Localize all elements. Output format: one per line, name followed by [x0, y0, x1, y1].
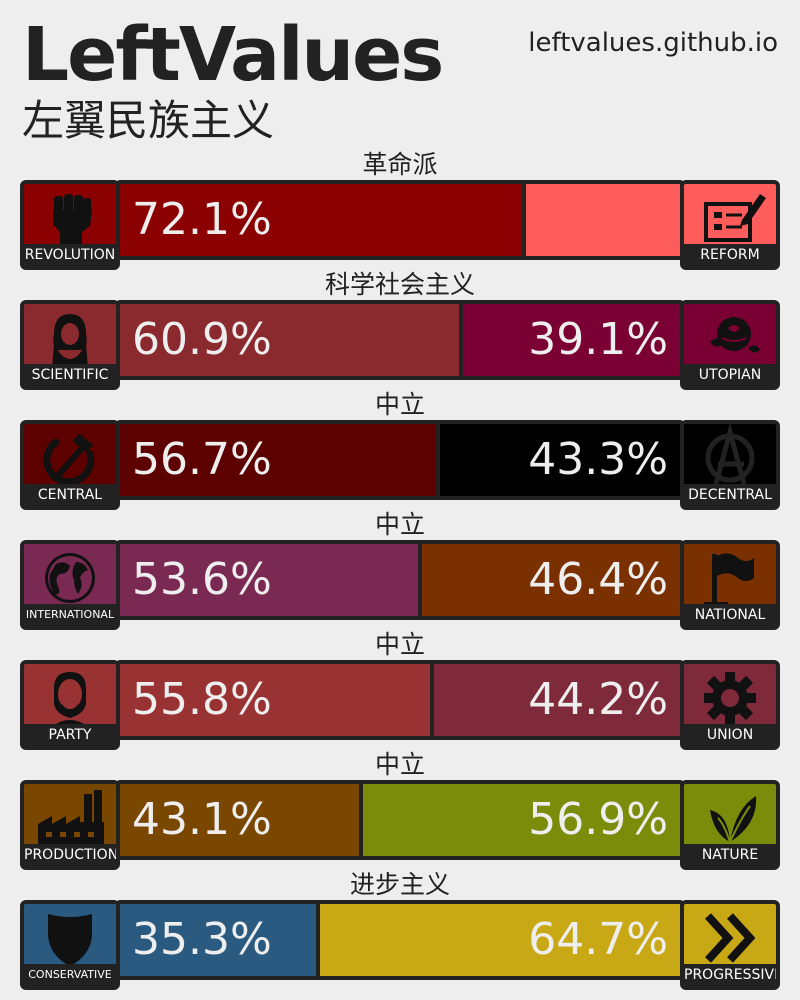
axis-label: 中立 — [374, 750, 425, 779]
left-percentage: 43.1% — [132, 794, 272, 845]
left-ideology-icon-box: INTERNATIONAL — [20, 540, 120, 630]
axis-row: 中立 PRODUCTION NATURE 43.1% 56.9% — [0, 750, 800, 870]
axis-label: 中立 — [374, 510, 425, 539]
axis-row: 进步主义 CONSERVATIVE PROGRESSIVE 35.3% 64.7% — [0, 870, 800, 990]
anarchy-icon — [705, 424, 755, 485]
ideology-caption: REFORM — [684, 244, 776, 266]
left-ideology-icon-box: REVOLUTION — [20, 180, 120, 270]
ideology-caption: DECENTRAL — [684, 484, 776, 506]
right-percentage: 56.9% — [528, 794, 668, 845]
axis-row: 中立 CENTRAL DECENTRAL 56.7% 43.3% — [0, 390, 800, 510]
shield-icon — [48, 914, 92, 966]
ideology-caption: REVOLUTION — [24, 244, 116, 266]
raised-fist-icon — [53, 194, 92, 246]
right-percentage: 64.7% — [528, 914, 668, 965]
ideology-caption: UNION — [684, 724, 776, 746]
right-score-segment — [526, 184, 680, 256]
right-score-segment — [463, 304, 680, 376]
score-bar: 35.3% 64.7% — [116, 900, 684, 980]
left-ideology-icon-box: CONSERVATIVE — [20, 900, 120, 990]
score-bar: 55.8% 44.2% — [116, 660, 684, 740]
ideology-caption: PROGRESSIVE — [684, 964, 776, 986]
globe-icon — [45, 553, 95, 603]
axis-label: 进步主义 — [349, 870, 450, 899]
ideology-caption: SCIENTIFIC — [24, 364, 116, 386]
axis-row: 中立 PARTY UNION 55.8% 44.2% — [0, 630, 800, 750]
left-percentage: 72.1% — [132, 194, 272, 245]
gear-icon — [704, 672, 756, 724]
axis-label: 中立 — [374, 630, 425, 659]
right-score-segment — [320, 904, 680, 976]
ideology-caption: PRODUCTION — [24, 844, 116, 866]
left-score-segment — [120, 544, 418, 616]
left-ideology-icon-box: SCIENTIFIC — [20, 300, 120, 390]
ideology-caption: NATURE — [684, 844, 776, 866]
score-bar: 43.1% 56.9% — [116, 780, 684, 860]
rose-icon — [710, 317, 760, 353]
left-percentage: 35.3% — [132, 914, 272, 965]
right-ideology-icon-box: REFORM — [680, 180, 780, 270]
right-ideology-icon-box: UNION — [680, 660, 780, 750]
score-bar: 72.1% — [116, 180, 684, 260]
right-percentage: 44.2% — [528, 674, 668, 725]
ideology-caption: UTOPIAN — [684, 364, 776, 386]
left-score-segment — [120, 304, 459, 376]
double-chevron-right-icon — [705, 913, 756, 963]
right-ideology-icon-box: NATURE — [680, 780, 780, 870]
right-ideology-icon-box: NATIONAL — [680, 540, 780, 630]
ideology-caption: INTERNATIONAL — [24, 604, 116, 626]
right-percentage: 43.3% — [528, 434, 668, 485]
ideology-caption: CONSERVATIVE — [24, 964, 116, 986]
ideology-caption: CENTRAL — [24, 484, 116, 506]
left-score-segment — [120, 784, 359, 856]
left-percentage: 53.6% — [132, 554, 272, 605]
left-score-segment — [120, 184, 522, 256]
website-link[interactable]: leftvalues.github.io — [528, 28, 778, 58]
right-ideology-icon-box: UTOPIAN — [680, 300, 780, 390]
left-score-segment — [120, 664, 430, 736]
left-percentage: 55.8% — [132, 674, 272, 725]
left-score-segment — [120, 424, 436, 496]
leaves-icon — [710, 796, 757, 843]
page-subtitle: 左翼民族主义 — [22, 96, 275, 145]
left-ideology-icon-box: PRODUCTION — [20, 780, 120, 870]
right-percentage: 46.4% — [528, 554, 668, 605]
hammer-sickle-icon — [43, 433, 95, 486]
axis-row: 科学社会主义 SCIENTIFIC UTOPIAN 60.9% 39.1% — [0, 270, 800, 390]
page-title: LeftValues — [22, 12, 444, 98]
left-percentage: 60.9% — [132, 314, 272, 365]
axis-row: 革命派 REVOLUTION REFORM 72.1% — [0, 150, 800, 270]
left-percentage: 56.7% — [132, 434, 272, 485]
right-score-segment — [363, 784, 680, 856]
right-score-segment — [434, 664, 680, 736]
right-ideology-icon-box: DECENTRAL — [680, 420, 780, 510]
left-score-segment — [120, 904, 316, 976]
score-bar: 56.7% 43.3% — [116, 420, 684, 500]
factory-icon — [38, 790, 104, 844]
right-score-segment — [422, 544, 680, 616]
flag-icon — [704, 553, 754, 607]
ideology-caption: PARTY — [24, 724, 116, 746]
axis-label: 科学社会主义 — [324, 270, 475, 299]
score-bar: 53.6% 46.4% — [116, 540, 684, 620]
left-ideology-icon-box: PARTY — [20, 660, 120, 750]
marx-portrait-icon — [52, 314, 88, 368]
right-score-segment — [440, 424, 680, 496]
lenin-portrait-icon — [50, 672, 90, 728]
axis-label: 中立 — [374, 390, 425, 419]
score-bar: 60.9% 39.1% — [116, 300, 684, 380]
axis-label: 革命派 — [362, 150, 438, 179]
ideology-caption: NATIONAL — [684, 604, 776, 626]
right-percentage: 39.1% — [528, 314, 668, 365]
right-ideology-icon-box: PROGRESSIVE — [680, 900, 780, 990]
ballot-box-icon — [704, 194, 766, 242]
axis-row: 中立 INTERNATIONAL NATIONAL 53.6% 46.4% — [0, 510, 800, 630]
left-ideology-icon-box: CENTRAL — [20, 420, 120, 510]
